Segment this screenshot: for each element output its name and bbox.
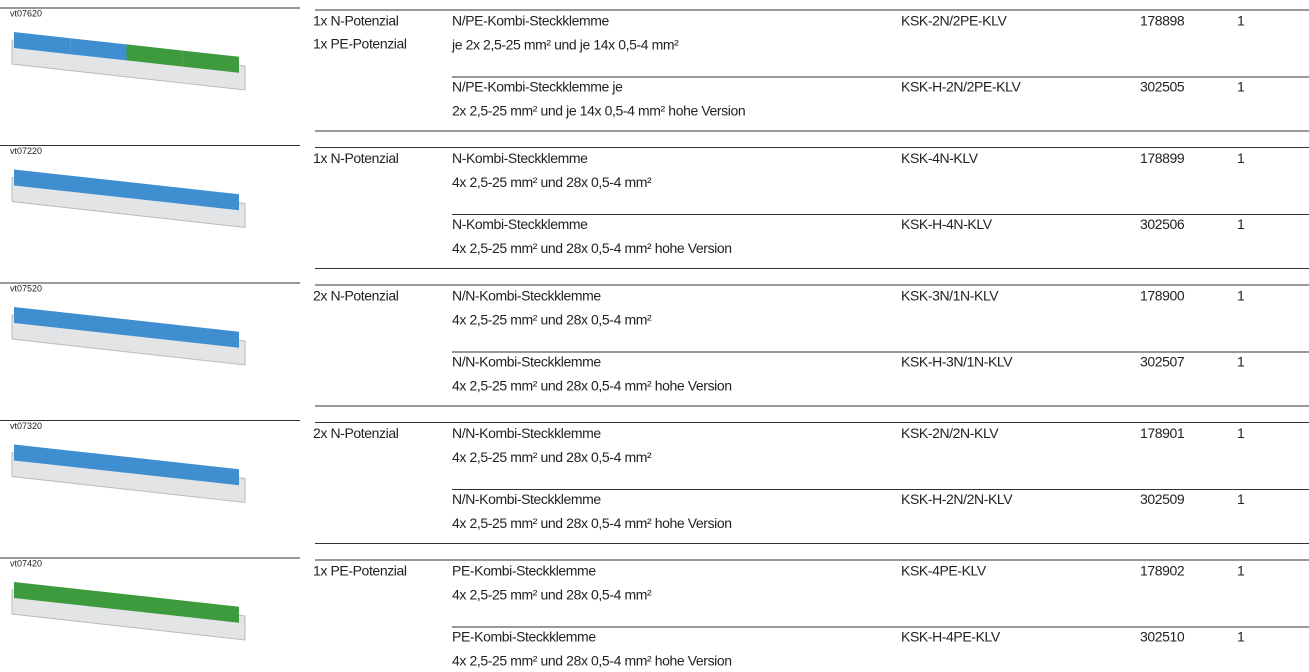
potential: 1x N-Potenzial [313, 13, 399, 29]
article-number: 302510 [1140, 629, 1185, 645]
description: je 2x 2,5-25 mm² und je 14x 0,5-4 mm² [451, 37, 679, 53]
quantity: 1 [1237, 354, 1245, 370]
potential: 2x N-Potenzial [313, 425, 399, 441]
quantity: 1 [1237, 150, 1245, 166]
description: PE-Kombi-Steckklemme [452, 563, 596, 579]
quantity: 1 [1237, 629, 1245, 645]
description: 4x 2,5-25 mm² und 28x 0,5-4 mm² hohe Ver… [452, 653, 732, 669]
article-number: 302509 [1140, 491, 1185, 507]
terminal-bar [14, 169, 239, 211]
description: N/PE-Kombi-Steckklemme [452, 13, 610, 29]
article-number: 178901 [1140, 425, 1185, 441]
type-code: KSK-2N/2N-KLV [901, 425, 999, 441]
description: 4x 2,5-25 mm² und 28x 0,5-4 mm² [452, 587, 652, 603]
description: N/N-Kombi-Steckklemme [452, 288, 601, 304]
image-code: vt07520 [10, 283, 42, 293]
terminal-bar [14, 444, 239, 486]
description: 4x 2,5-25 mm² und 28x 0,5-4 mm² hohe Ver… [452, 515, 732, 531]
description: N/PE-Kombi-Steckklemme je [452, 79, 623, 95]
article-number: 178898 [1140, 13, 1185, 29]
description: 4x 2,5-25 mm² und 28x 0,5-4 mm² hohe Ver… [452, 378, 732, 394]
potential: 2x N-Potenzial [313, 288, 399, 304]
terminal-bar [14, 32, 71, 55]
description: N/N-Kombi-Steckklemme [452, 425, 601, 441]
potential: 1x PE-Potenzial [313, 563, 407, 579]
quantity: 1 [1237, 563, 1245, 579]
potential: 1x PE-Potenzial [313, 36, 407, 52]
quantity: 1 [1237, 288, 1245, 304]
terminal-bar [126, 44, 183, 67]
description: 4x 2,5-25 mm² und 28x 0,5-4 mm² [452, 174, 652, 190]
type-code: KSK-H-2N/2PE-KLV [901, 79, 1021, 95]
type-code: KSK-H-3N/1N-KLV [901, 354, 1013, 370]
quantity: 1 [1237, 216, 1245, 232]
type-code: KSK-H-4PE-KLV [901, 629, 1001, 645]
quantity: 1 [1237, 425, 1245, 441]
description: 4x 2,5-25 mm² und 28x 0,5-4 mm² hohe Ver… [452, 240, 732, 256]
article-number: 302506 [1140, 216, 1185, 232]
description: PE-Kombi-Steckklemme [452, 629, 596, 645]
description: N-Kombi-Steckklemme [452, 150, 588, 166]
article-number: 178899 [1140, 150, 1185, 166]
image-code: vt07320 [10, 421, 42, 431]
type-code: KSK-H-4N-KLV [901, 216, 993, 232]
article-number: 302507 [1140, 354, 1185, 370]
type-code: KSK-4N-KLV [901, 150, 979, 166]
image-code: vt07220 [10, 146, 42, 156]
description: 4x 2,5-25 mm² und 28x 0,5-4 mm² [452, 312, 652, 328]
type-code: KSK-2N/2PE-KLV [901, 13, 1007, 29]
article-number: 178902 [1140, 563, 1185, 579]
article-number: 178900 [1140, 288, 1185, 304]
potential: 1x N-Potenzial [313, 150, 399, 166]
description: 4x 2,5-25 mm² und 28x 0,5-4 mm² [452, 449, 652, 465]
description: N/N-Kombi-Steckklemme [452, 354, 601, 370]
description: N-Kombi-Steckklemme [452, 216, 588, 232]
terminal-bar [14, 307, 239, 348]
type-code: KSK-4PE-KLV [901, 563, 987, 579]
terminal-bar [14, 582, 239, 623]
article-number: 302505 [1140, 79, 1185, 95]
type-code: KSK-3N/1N-KLV [901, 288, 999, 304]
image-code: vt07620 [10, 8, 42, 18]
quantity: 1 [1237, 491, 1245, 507]
quantity: 1 [1237, 13, 1245, 29]
terminal-bar [182, 50, 239, 73]
terminal-bar [70, 38, 127, 61]
quantity: 1 [1237, 79, 1245, 95]
image-code: vt07420 [10, 558, 42, 568]
description: N/N-Kombi-Steckklemme [452, 491, 601, 507]
type-code: KSK-H-2N/2N-KLV [901, 491, 1013, 507]
description: 2x 2,5-25 mm² und je 14x 0,5-4 mm² hohe … [452, 103, 745, 119]
